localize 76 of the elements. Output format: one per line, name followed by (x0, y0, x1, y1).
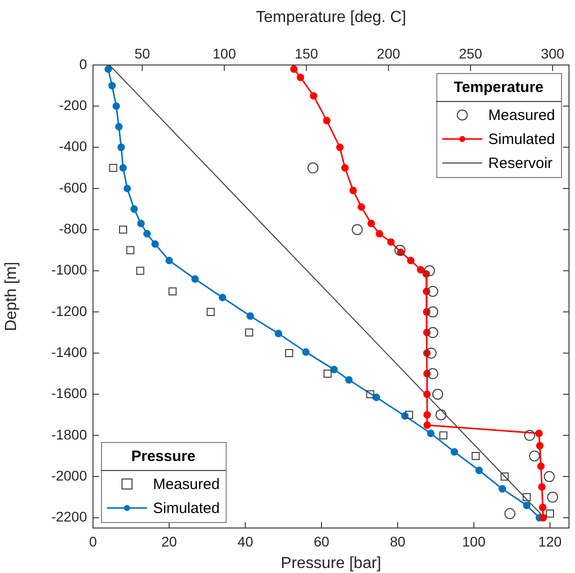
y-tick-label: -800 (58, 220, 88, 236)
y-tick-label: -1800 (51, 426, 88, 442)
x2-tick-label: 200 (376, 45, 400, 62)
x-axis-title: Pressure [bar] (280, 554, 382, 572)
point (218, 294, 226, 302)
legend-label: Reservoir (488, 155, 552, 172)
x2-tick-label: 300 (540, 45, 564, 62)
y-tick-label: -600 (58, 179, 88, 196)
point (137, 220, 145, 228)
point (522, 502, 530, 510)
legend-label: Simulated (153, 500, 220, 518)
point (285, 349, 294, 358)
point (366, 390, 374, 398)
point (427, 430, 435, 438)
point (330, 366, 338, 374)
point (498, 485, 506, 493)
y-tick-label: -1000 (51, 262, 88, 278)
point (108, 82, 116, 90)
y-tick-label: -1600 (51, 385, 88, 402)
point (109, 164, 118, 172)
legend-label: Measured (153, 476, 220, 494)
x2-tick-label: 150 (294, 45, 318, 62)
x-tick-label: 80 (390, 533, 406, 550)
point (472, 452, 480, 460)
point (191, 275, 199, 283)
y-tick-label: 0 (79, 56, 88, 72)
point (274, 330, 282, 338)
y-tick-label: -1200 (51, 302, 88, 319)
point (522, 493, 531, 502)
y-tick-label: -2000 (51, 467, 88, 484)
point (143, 230, 151, 238)
point (546, 510, 554, 518)
legend-label: Measured (488, 107, 555, 124)
point (302, 348, 310, 356)
point (126, 246, 134, 254)
point (119, 226, 128, 234)
y-axis-title: Depth [m] (3, 262, 20, 332)
x2-axis-title: Temperature [deg. C] (256, 9, 406, 26)
point (345, 376, 353, 384)
point (324, 370, 332, 378)
point (450, 448, 458, 456)
point (136, 266, 144, 275)
y-tick-label: -1400 (51, 344, 88, 360)
annotation: Temperature (454, 79, 544, 96)
point (475, 466, 483, 474)
point (405, 410, 414, 419)
point (104, 65, 112, 73)
y-tick-label: -2200 (51, 508, 88, 525)
y-tick-label: -200 (58, 97, 88, 114)
point (206, 308, 215, 316)
x-tick-label: 20 (161, 533, 178, 550)
x-tick-label: 0 (89, 533, 98, 550)
point (117, 144, 125, 152)
point (124, 184, 132, 192)
x-tick-label: 120 (538, 533, 562, 550)
point (246, 312, 254, 320)
point (130, 205, 138, 213)
point (165, 256, 173, 264)
point (151, 240, 159, 248)
point (372, 394, 380, 402)
point (112, 102, 120, 110)
x2-tick-label: 50 (134, 45, 150, 62)
y-tick-label: -400 (58, 138, 88, 154)
point (245, 328, 254, 337)
x-tick-label: 40 (238, 533, 254, 550)
point (115, 122, 123, 130)
point (439, 431, 448, 440)
x2-tick-label: 250 (458, 45, 482, 62)
point (119, 164, 127, 172)
x-tick-label: 100 (462, 533, 486, 550)
point (500, 472, 509, 481)
legend-label: Simulated (488, 131, 555, 148)
legend-title: Pressure (131, 448, 196, 466)
point (168, 287, 177, 296)
x-tick-label: 60 (314, 533, 330, 550)
x2-tick-label: 100 (212, 45, 236, 62)
